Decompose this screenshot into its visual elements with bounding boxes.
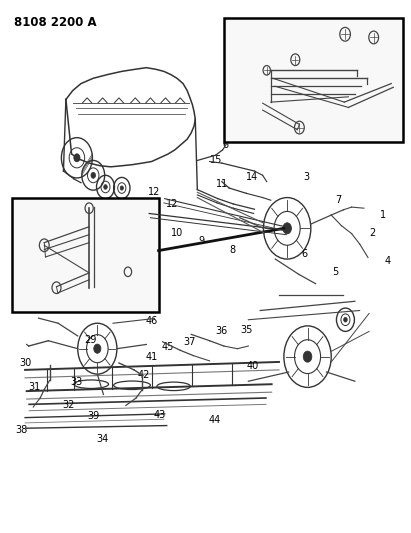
Text: 37: 37 (184, 337, 196, 347)
Text: 20: 20 (229, 102, 241, 112)
Text: 11: 11 (216, 179, 228, 189)
Text: 32: 32 (62, 400, 75, 410)
Text: 19: 19 (240, 67, 252, 76)
Text: 2: 2 (370, 228, 376, 238)
Text: 30: 30 (19, 358, 31, 368)
Text: 9: 9 (199, 236, 205, 246)
Text: 15: 15 (210, 156, 223, 165)
Text: 44: 44 (208, 415, 221, 425)
Text: 27: 27 (26, 289, 38, 298)
Text: 33: 33 (71, 377, 83, 387)
Text: 3: 3 (304, 172, 310, 182)
Text: 39: 39 (87, 411, 99, 421)
Text: 40: 40 (246, 361, 259, 371)
Text: 8: 8 (229, 245, 235, 255)
Text: 24: 24 (125, 214, 136, 223)
Text: 5: 5 (332, 267, 338, 277)
Circle shape (91, 172, 95, 178)
Circle shape (120, 186, 123, 190)
Text: 1: 1 (380, 209, 386, 220)
Text: 14: 14 (246, 172, 259, 182)
Circle shape (283, 223, 291, 234)
Text: 26: 26 (21, 226, 32, 235)
Circle shape (94, 344, 101, 353)
Text: 25: 25 (97, 201, 109, 210)
Text: 23: 23 (381, 78, 393, 88)
Text: 6: 6 (301, 249, 307, 260)
Text: 38: 38 (15, 425, 27, 435)
Text: 6: 6 (222, 140, 228, 150)
Text: 34: 34 (97, 434, 109, 444)
Text: 12: 12 (148, 187, 161, 197)
Text: 7: 7 (335, 195, 341, 205)
Bar (224, 18, 404, 142)
Text: 36: 36 (216, 326, 228, 336)
Circle shape (303, 351, 312, 362)
Text: 28: 28 (125, 278, 137, 287)
Text: 12: 12 (166, 199, 178, 209)
Bar (12, 198, 159, 312)
Circle shape (74, 154, 80, 162)
Text: 8108 2200 A: 8108 2200 A (14, 16, 97, 29)
Text: 45: 45 (162, 342, 174, 352)
Text: 18: 18 (232, 45, 244, 55)
Text: 35: 35 (240, 325, 252, 335)
Text: 21: 21 (291, 125, 304, 135)
Text: 46: 46 (145, 316, 158, 326)
Text: 4: 4 (384, 256, 390, 266)
Text: 16: 16 (363, 20, 375, 30)
Text: 10: 10 (171, 228, 183, 238)
Text: 31: 31 (29, 382, 41, 392)
Text: 42: 42 (137, 370, 150, 380)
Text: 13: 13 (142, 209, 155, 220)
Text: 24A: 24A (122, 227, 140, 236)
Text: 41: 41 (145, 352, 158, 361)
Text: 29: 29 (84, 335, 97, 345)
Text: 17: 17 (330, 20, 342, 30)
Text: 43: 43 (154, 410, 166, 420)
Circle shape (104, 184, 107, 189)
Circle shape (344, 317, 347, 322)
Text: 22: 22 (350, 114, 363, 124)
